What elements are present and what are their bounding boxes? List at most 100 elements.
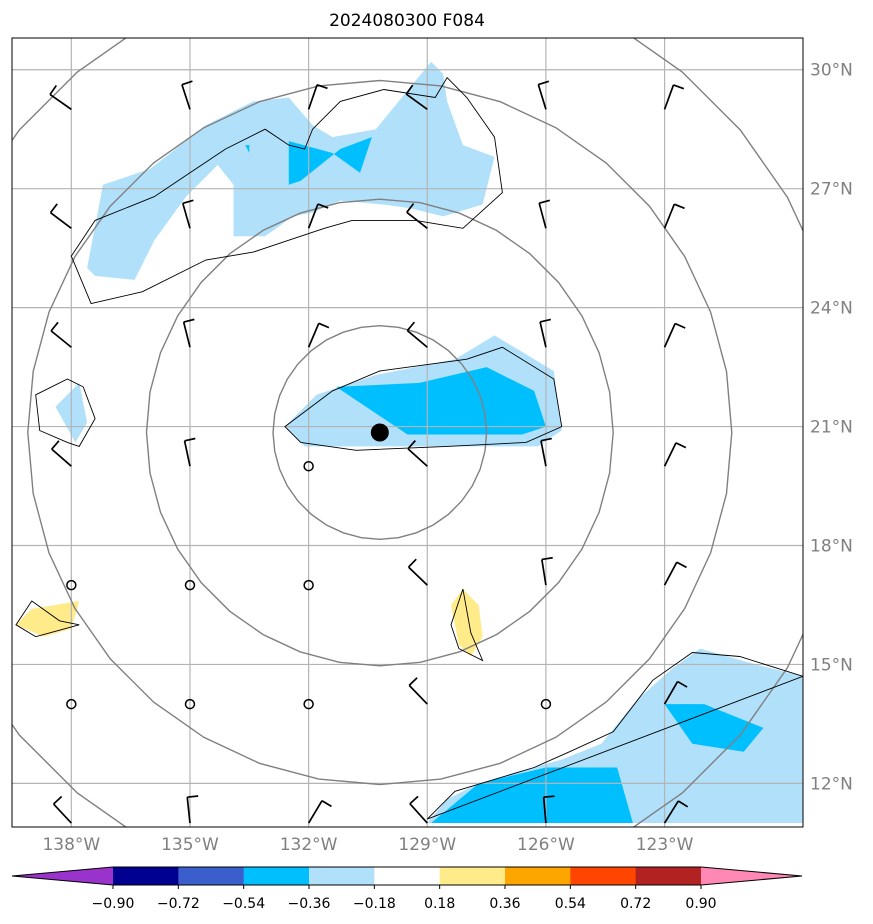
- wind-barb: [307, 800, 332, 824]
- colorbar-tick-label: 0.36: [489, 896, 520, 912]
- colorbar-segment: [243, 867, 310, 885]
- latitude-label: 12°N: [810, 774, 853, 794]
- wind-barb-shaft: [407, 448, 428, 467]
- longitude-label: 135°W: [161, 835, 219, 855]
- wind-barb: [663, 442, 687, 467]
- wind-barb-shaft: [409, 803, 428, 824]
- wind-barbs: [49, 80, 689, 824]
- wind-barb-flag: [187, 795, 199, 799]
- colorbar-tick-label: 0.54: [555, 896, 586, 912]
- wind-barb-flag: [51, 440, 60, 450]
- wind-barb-flag: [543, 795, 555, 798]
- wind-barb-flag: [184, 437, 196, 442]
- wind-barb: [183, 437, 196, 467]
- wind-barb-calm: [66, 579, 77, 591]
- storm-center-marker: [370, 423, 389, 442]
- wind-barb-shaft: [307, 800, 323, 824]
- wind-barb: [539, 318, 551, 348]
- wind-barb-shaft: [182, 321, 191, 348]
- latitude-labels: 30°N 27°N 24°N 21°N 18°N 15°N 12°N: [810, 61, 853, 795]
- longitude-labels: 138°W 135°W 132°W 129°W 126°W 123°W: [42, 835, 693, 855]
- colorbar-segment: [374, 867, 441, 885]
- wind-barb: [51, 440, 72, 467]
- wind-barb-flag: [49, 203, 58, 214]
- wind-barb: [541, 556, 553, 586]
- wind-barb-shaft: [539, 321, 547, 348]
- wind-barb-flag: [676, 561, 687, 569]
- contour-outlines: [15, 76, 803, 820]
- wind-barb: [540, 437, 552, 467]
- wind-barb: [406, 321, 428, 348]
- wind-barb: [49, 203, 72, 229]
- wind-barb-flag: [182, 199, 194, 205]
- wind-barb-flag: [406, 321, 416, 332]
- wind-barb-flag: [318, 322, 330, 329]
- wind-barb-flag: [53, 795, 63, 805]
- wind-barb: [307, 83, 328, 110]
- map-frame: [11, 37, 804, 828]
- wind-barb: [663, 800, 689, 824]
- longitude-label: 129°W: [398, 835, 456, 855]
- wind-barb-shaft: [186, 797, 191, 824]
- wind-barb-calm: [66, 698, 77, 710]
- field-region: [288, 137, 372, 185]
- contour-line: [284, 346, 563, 451]
- wind-barb-calm: [303, 698, 314, 710]
- range-rings: [12, 38, 803, 827]
- wind-barb-shaft: [663, 323, 676, 348]
- wind-barb: [663, 680, 688, 705]
- wind-barb-flag: [675, 442, 687, 449]
- latitude-label: 27°N: [810, 180, 853, 200]
- colorbar-tick-label: −0.72: [157, 896, 200, 912]
- wind-barb-shaft: [663, 681, 679, 705]
- wind-barb-shaft: [49, 93, 72, 111]
- wind-barb: [538, 199, 551, 229]
- wind-barb: [407, 440, 428, 467]
- range-ring: [27, 79, 733, 786]
- wind-barb-shaft: [540, 440, 547, 467]
- colorbar-segment: [570, 867, 637, 885]
- shaded-field: [16, 61, 803, 823]
- wind-barb-shaft: [663, 84, 675, 110]
- wind-barb: [542, 795, 555, 824]
- chart-title: 2024080300 F084: [329, 11, 485, 31]
- contour-line: [35, 378, 96, 447]
- wind-barb: [408, 677, 428, 705]
- longitude-label: 132°W: [280, 835, 338, 855]
- wind-barb: [49, 84, 72, 111]
- wind-barb-flag: [677, 680, 688, 688]
- range-ring: [145, 198, 614, 667]
- wind-barb-flag: [405, 84, 414, 95]
- field-region: [431, 767, 633, 823]
- wind-barb-shaft: [663, 561, 678, 586]
- wind-barb: [181, 199, 194, 229]
- wind-barb-shaft: [663, 800, 680, 824]
- wind-barb: [406, 203, 428, 229]
- map-area: [12, 38, 803, 827]
- wind-barb-shaft: [408, 684, 428, 705]
- wind-barb-flag: [541, 556, 553, 561]
- wind-barb-calm: [184, 579, 196, 591]
- storm-center: [370, 423, 389, 442]
- wind-barb: [663, 203, 685, 229]
- colorbar-tick-label: −0.36: [288, 896, 331, 912]
- wind-barb-calm: [540, 698, 552, 710]
- wind-barb: [52, 795, 72, 824]
- wind-barb-shaft: [537, 84, 547, 110]
- wind-barb-flag: [50, 321, 59, 332]
- wind-barb: [405, 84, 428, 111]
- wind-barb-shaft: [181, 84, 191, 110]
- field-region: [664, 704, 764, 752]
- wind-barb: [663, 322, 686, 348]
- wind-barb: [663, 84, 685, 110]
- colorbar-tick-label: −0.54: [222, 896, 265, 912]
- wind-barb-shaft: [51, 448, 72, 467]
- wind-barb: [50, 321, 72, 348]
- colorbar-segment: [178, 867, 245, 885]
- wind-barb-calm: [303, 460, 314, 472]
- colorbar-extend-high: [701, 867, 802, 885]
- wind-barb-flag: [538, 80, 550, 86]
- wind-barb-shaft: [181, 203, 191, 229]
- colorbar-segment: [635, 867, 702, 885]
